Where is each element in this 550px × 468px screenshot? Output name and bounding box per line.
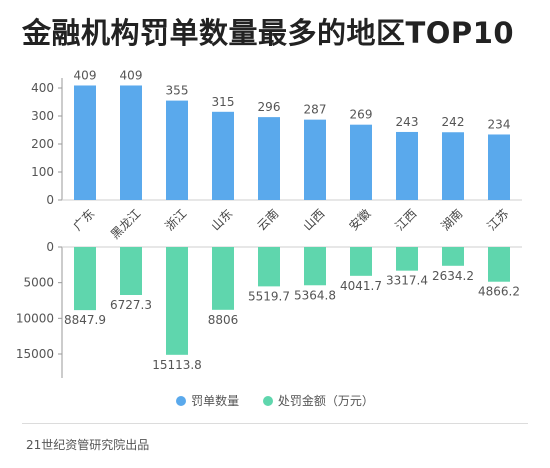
x-tick-label: 山东 bbox=[208, 206, 235, 233]
x-tick-label: 湖南 bbox=[438, 206, 466, 234]
data-label-amount: 8847.9 bbox=[64, 313, 106, 327]
data-label-count: 409 bbox=[120, 68, 143, 82]
x-tick-label: 广东 bbox=[70, 206, 97, 233]
data-label-count: 234 bbox=[488, 117, 511, 131]
y-tick-label: 10000 bbox=[16, 311, 54, 325]
bar-amount bbox=[396, 247, 418, 271]
data-label-count: 287 bbox=[304, 103, 327, 117]
data-label-amount: 15113.8 bbox=[152, 358, 202, 372]
y-tick-label: 5000 bbox=[23, 276, 54, 290]
y-tick-label: 0 bbox=[46, 240, 54, 254]
data-label-count: 243 bbox=[396, 115, 419, 129]
y-tick-label: 15000 bbox=[16, 347, 54, 361]
bar-amount bbox=[120, 247, 142, 295]
bar-count bbox=[120, 85, 142, 200]
x-tick-label: 江西 bbox=[392, 206, 419, 233]
data-label-count: 296 bbox=[258, 100, 281, 114]
y-tick-label: 0 bbox=[46, 193, 54, 207]
legend-item-count: 罚单数量 bbox=[176, 392, 239, 409]
bar-count bbox=[212, 111, 234, 200]
bar-count bbox=[350, 124, 372, 200]
bar-amount bbox=[258, 247, 280, 287]
bar-amount bbox=[74, 247, 96, 311]
bar-amount bbox=[350, 247, 372, 276]
chart-title: 金融机构罚单数量最多的地区TOP10 bbox=[22, 16, 515, 50]
bar-count bbox=[442, 132, 464, 200]
data-label-amount: 4041.7 bbox=[340, 279, 382, 293]
bar-amount bbox=[212, 247, 234, 310]
x-tick-label: 安徽 bbox=[346, 206, 374, 234]
data-label-amount: 6727.3 bbox=[110, 298, 152, 312]
bar-count bbox=[166, 100, 188, 200]
source-credit: 21世纪资管研究院出品 bbox=[26, 438, 150, 452]
y-tick-label: 400 bbox=[31, 81, 54, 95]
data-label-count: 242 bbox=[442, 115, 465, 129]
data-label-count: 315 bbox=[212, 95, 235, 109]
data-label-amount: 4866.2 bbox=[478, 285, 520, 299]
data-label-amount: 5519.7 bbox=[248, 289, 290, 303]
bar-count bbox=[488, 134, 510, 200]
data-label-count: 269 bbox=[350, 108, 373, 122]
legend-label: 处罚金额（万元） bbox=[277, 394, 374, 408]
bar-count bbox=[258, 117, 280, 200]
x-tick-label: 黑龙江 bbox=[108, 206, 143, 241]
x-tick-label: 江苏 bbox=[484, 206, 511, 233]
legend-dot-icon bbox=[176, 396, 187, 406]
y-tick-label: 300 bbox=[31, 109, 54, 123]
bar-amount bbox=[488, 247, 510, 282]
bar-count bbox=[74, 85, 96, 200]
legend: 罚单数量 处罚金额（万元） bbox=[0, 392, 550, 409]
data-label-count: 409 bbox=[74, 68, 97, 82]
legend-item-amount: 处罚金额（万元） bbox=[262, 392, 374, 409]
data-label-amount: 5364.8 bbox=[294, 288, 336, 302]
data-label-count: 355 bbox=[166, 84, 189, 98]
y-tick-label: 200 bbox=[31, 137, 54, 151]
legend-label: 罚单数量 bbox=[191, 394, 240, 408]
x-tick-label: 云南 bbox=[254, 206, 282, 234]
bar-amount bbox=[304, 247, 326, 286]
data-label-amount: 8806 bbox=[208, 313, 239, 327]
footer-divider bbox=[22, 423, 528, 424]
bar-amount bbox=[166, 247, 188, 355]
data-label-amount: 2634.2 bbox=[432, 269, 474, 283]
bar-count bbox=[304, 119, 326, 200]
legend-dot-icon bbox=[262, 396, 273, 406]
data-label-amount: 3317.4 bbox=[386, 274, 428, 288]
bar-amount bbox=[442, 247, 464, 266]
bar-count bbox=[396, 131, 418, 200]
x-tick-label: 浙江 bbox=[162, 206, 189, 233]
y-tick-label: 100 bbox=[31, 165, 54, 179]
x-tick-label: 山西 bbox=[300, 206, 327, 233]
chart-area: 0 100 200 300 400 409 409 355 315 296 287 269 243 242… bbox=[16, 68, 522, 378]
